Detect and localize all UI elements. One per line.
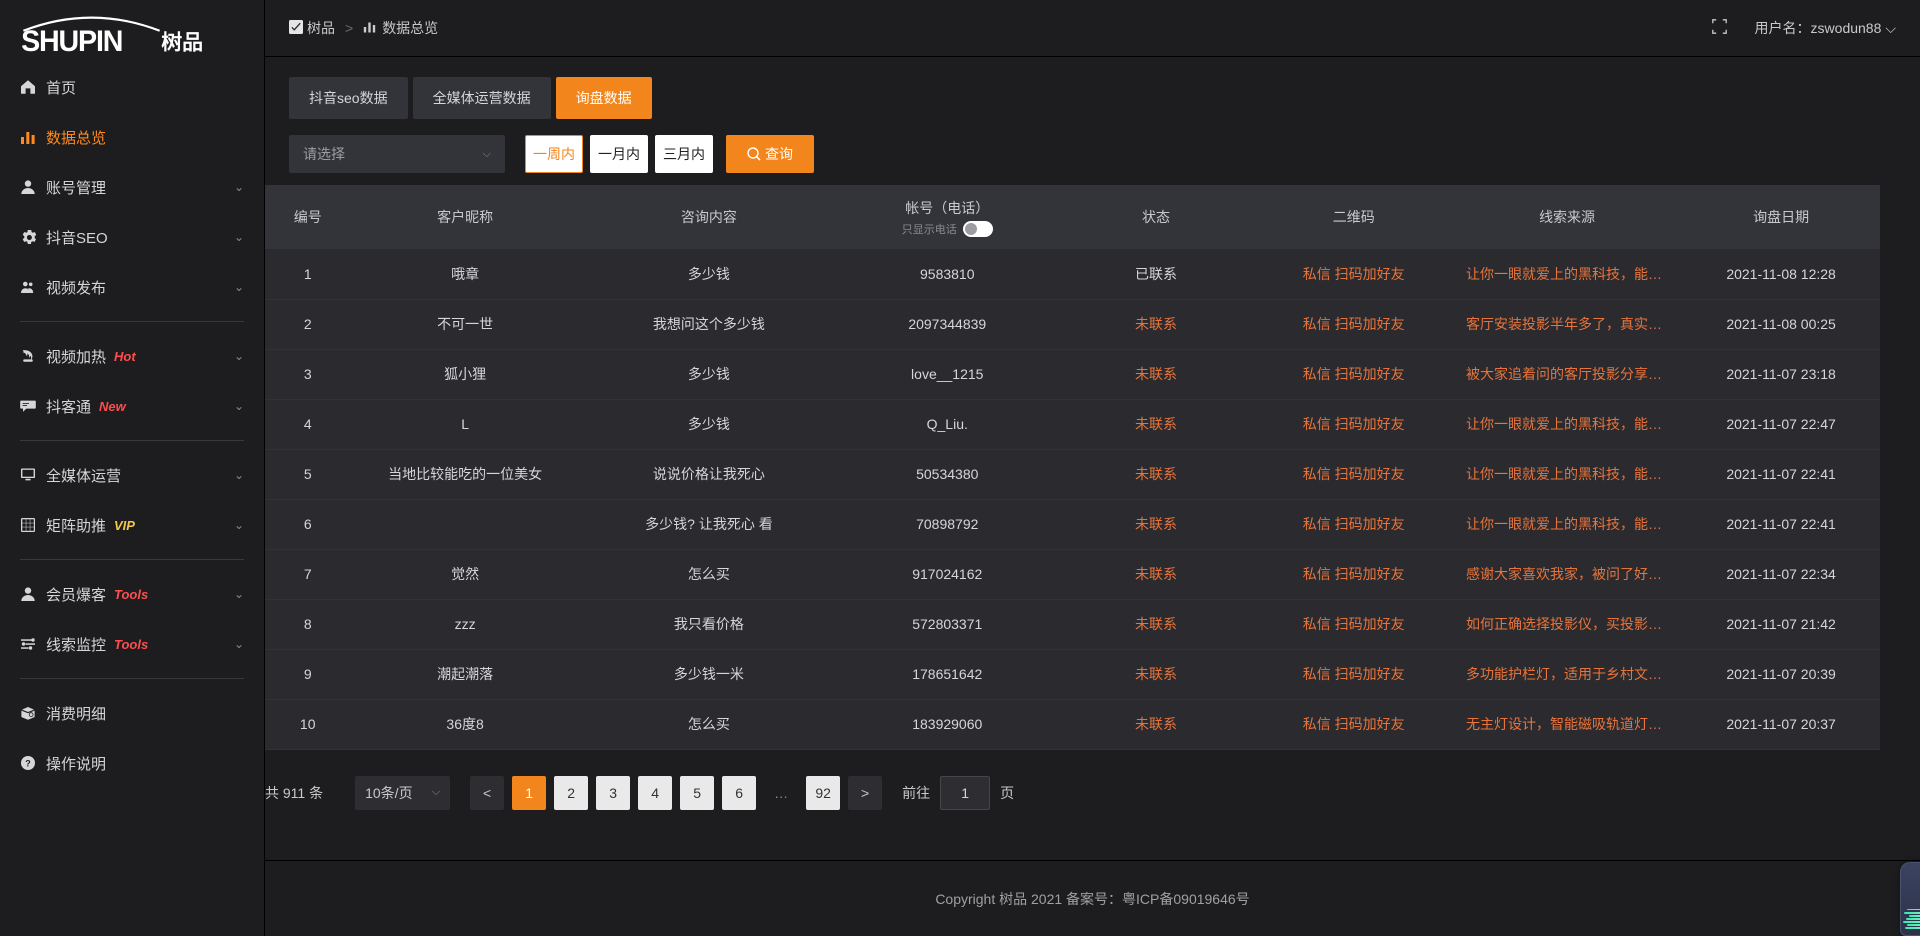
svg-text:树品: 树品 [161, 30, 203, 54]
svg-text:?: ? [25, 759, 31, 769]
svg-text:SHUPIN: SHUPIN [21, 26, 122, 54]
